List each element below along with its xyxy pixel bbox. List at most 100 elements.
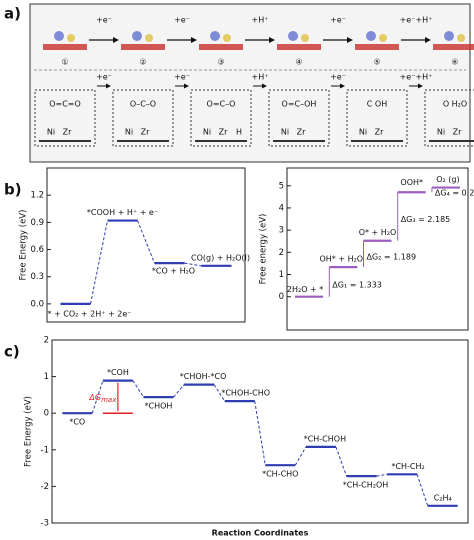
slab [121, 44, 165, 50]
level-label: *COH [107, 368, 129, 377]
step-label: +e⁻ [96, 73, 112, 82]
step-label: ΔG₃ = 2.185 [401, 215, 451, 224]
slab [433, 44, 474, 50]
metal-atom: Ni [359, 128, 367, 137]
y-tick-label: 0.0 [30, 299, 44, 309]
connector [294, 446, 307, 466]
y-tick-label: 0.3 [30, 272, 44, 282]
structure-box [268, 89, 330, 147]
arrow-head [347, 37, 353, 43]
atom [210, 31, 220, 41]
slab [355, 44, 399, 50]
y-tick-label: 0.6 [30, 245, 44, 255]
molecule: O–C–O [130, 100, 156, 109]
level-label: *CH-CH₂ [391, 462, 424, 471]
connector [335, 446, 347, 477]
y-tick-label: 0 [279, 292, 284, 302]
level-label: *CH-CH₂OH [343, 481, 389, 490]
connector [213, 384, 226, 402]
level-label: *CO + H₂O [152, 267, 195, 276]
y-tick-label: 1 [279, 270, 284, 280]
x-axis-label: Reaction Coordinates [212, 529, 309, 538]
atom [379, 34, 387, 42]
step-label: +e⁻ [174, 73, 190, 82]
dg-max-label: ΔGmax [88, 392, 117, 404]
molecule: O=C–OH [282, 100, 317, 109]
state-number: ⑤ [373, 58, 380, 67]
level-label: *CH-CHO [262, 470, 298, 479]
y-tick-label: 1 [44, 372, 49, 382]
state-number: ⑥ [451, 58, 458, 67]
y-tick-label: -2 [41, 482, 49, 492]
level-label: C₂H₄ [434, 493, 452, 502]
y-tick-label: 2 [44, 336, 49, 346]
metal-atom: Zr [297, 128, 306, 137]
step-label: +e⁻+H⁺ [400, 73, 433, 82]
y-tick-label: 5 [279, 181, 284, 191]
arrow-head [418, 83, 423, 89]
level-label: OOH* [400, 178, 423, 187]
y-axis-label: Free Energy (eV) [24, 396, 34, 467]
structure-box [34, 89, 96, 147]
metal-atom: Ni [437, 128, 445, 137]
atom [54, 31, 64, 41]
molecule: O=C–O [207, 100, 236, 109]
level-label: 2H₂O + * [287, 285, 323, 294]
atom [288, 31, 298, 41]
y-tick-label: 4 [279, 203, 284, 213]
level-label: *CHOH-CHO [221, 389, 270, 398]
plot-frame [46, 167, 246, 323]
structure-box [112, 89, 174, 147]
step-label: +H⁺ [252, 73, 269, 82]
level-label: OH* + H₂O [319, 255, 363, 264]
slab [277, 44, 321, 50]
connector [90, 220, 108, 304]
y-tick-label: 0.9 [30, 218, 44, 228]
arrow-head [425, 37, 431, 43]
slab [199, 44, 243, 50]
dg-subscript: max [101, 396, 117, 404]
metal-atom: Zr [63, 128, 72, 137]
step-label: +e⁻ [96, 16, 112, 25]
arrow-head [113, 37, 119, 43]
atom [457, 34, 465, 42]
step-label: +H⁺ [252, 16, 269, 25]
connector [416, 474, 429, 506]
connector [137, 220, 155, 264]
connector [132, 380, 144, 398]
state-number: ② [139, 58, 146, 67]
panel-label: c) [4, 343, 20, 361]
metal-atom: Ni [203, 128, 211, 137]
level-label: *CO [69, 418, 85, 427]
arrow-head [340, 83, 345, 89]
structure-box [190, 89, 252, 147]
arrow-head [262, 83, 267, 89]
step-label: +e⁻ [174, 16, 190, 25]
level-label: *CHOH-*CO [180, 372, 227, 381]
arrow-head [269, 37, 275, 43]
arrow-head [106, 83, 111, 89]
y-tick-label: 3 [279, 226, 284, 236]
step-label: +e⁻ [330, 73, 346, 82]
y-tick-label: 2 [279, 248, 284, 258]
state-number: ④ [295, 58, 302, 67]
slab [43, 44, 87, 50]
y-tick-label: -1 [41, 445, 49, 455]
y-tick-label: 1.2 [30, 191, 44, 201]
panel-a-frame [29, 3, 471, 163]
atom [301, 34, 309, 42]
structure-box [424, 89, 474, 147]
structure-box [346, 89, 408, 147]
y-axis-label: Free energy (eV) [259, 214, 269, 285]
atom [132, 31, 142, 41]
step-label: ΔG₄ = 0.212 [435, 188, 474, 197]
level-label: *COOH + H⁺ + e⁻ [87, 208, 158, 217]
metal-atom: Ni [281, 128, 289, 137]
metal-atom: H [236, 128, 242, 137]
atom [67, 34, 75, 42]
connector [184, 262, 202, 267]
connector [254, 401, 266, 466]
connector [173, 384, 185, 398]
connector [376, 473, 388, 477]
